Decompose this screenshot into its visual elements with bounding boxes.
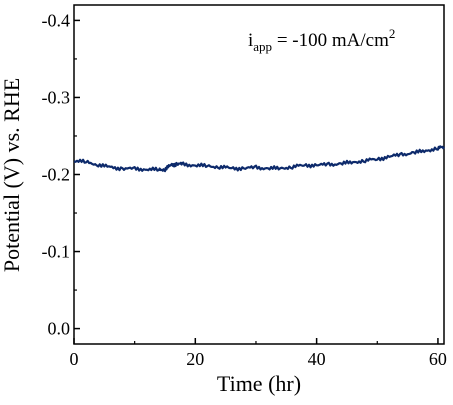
y-tick-label: 0.0 (48, 319, 71, 339)
annotation-subscript: app (253, 39, 272, 54)
y-tick-label: -0.1 (42, 242, 71, 262)
y-tick-label: -0.3 (42, 87, 71, 107)
x-axis-title: Time (hr) (217, 371, 301, 396)
y-tick-label: -0.2 (42, 165, 71, 185)
y-tick-label: -0.4 (42, 10, 71, 30)
x-tick-label: 20 (186, 349, 204, 369)
x-tick-label: 60 (429, 349, 447, 369)
y-axis-ticks: 0.0 -0.1 -0.2 -0.3 -0.4 (42, 10, 80, 339)
potential-series-line (73, 145, 445, 173)
current-density-annotation: iapp = -100 mA/cm2 (248, 26, 395, 54)
annotation-superscript: 2 (389, 26, 396, 41)
x-tick-label: 0 (70, 349, 79, 369)
annotation-prefix: i (248, 30, 253, 51)
annotation-text: = -100 mA/cm (272, 30, 389, 51)
plot-frame (73, 4, 445, 345)
y-axis-title: Potential (V) vs. RHE (0, 78, 24, 272)
x-tick-label: 40 (308, 349, 326, 369)
x-axis-ticks: 0 20 40 60 (70, 338, 447, 369)
